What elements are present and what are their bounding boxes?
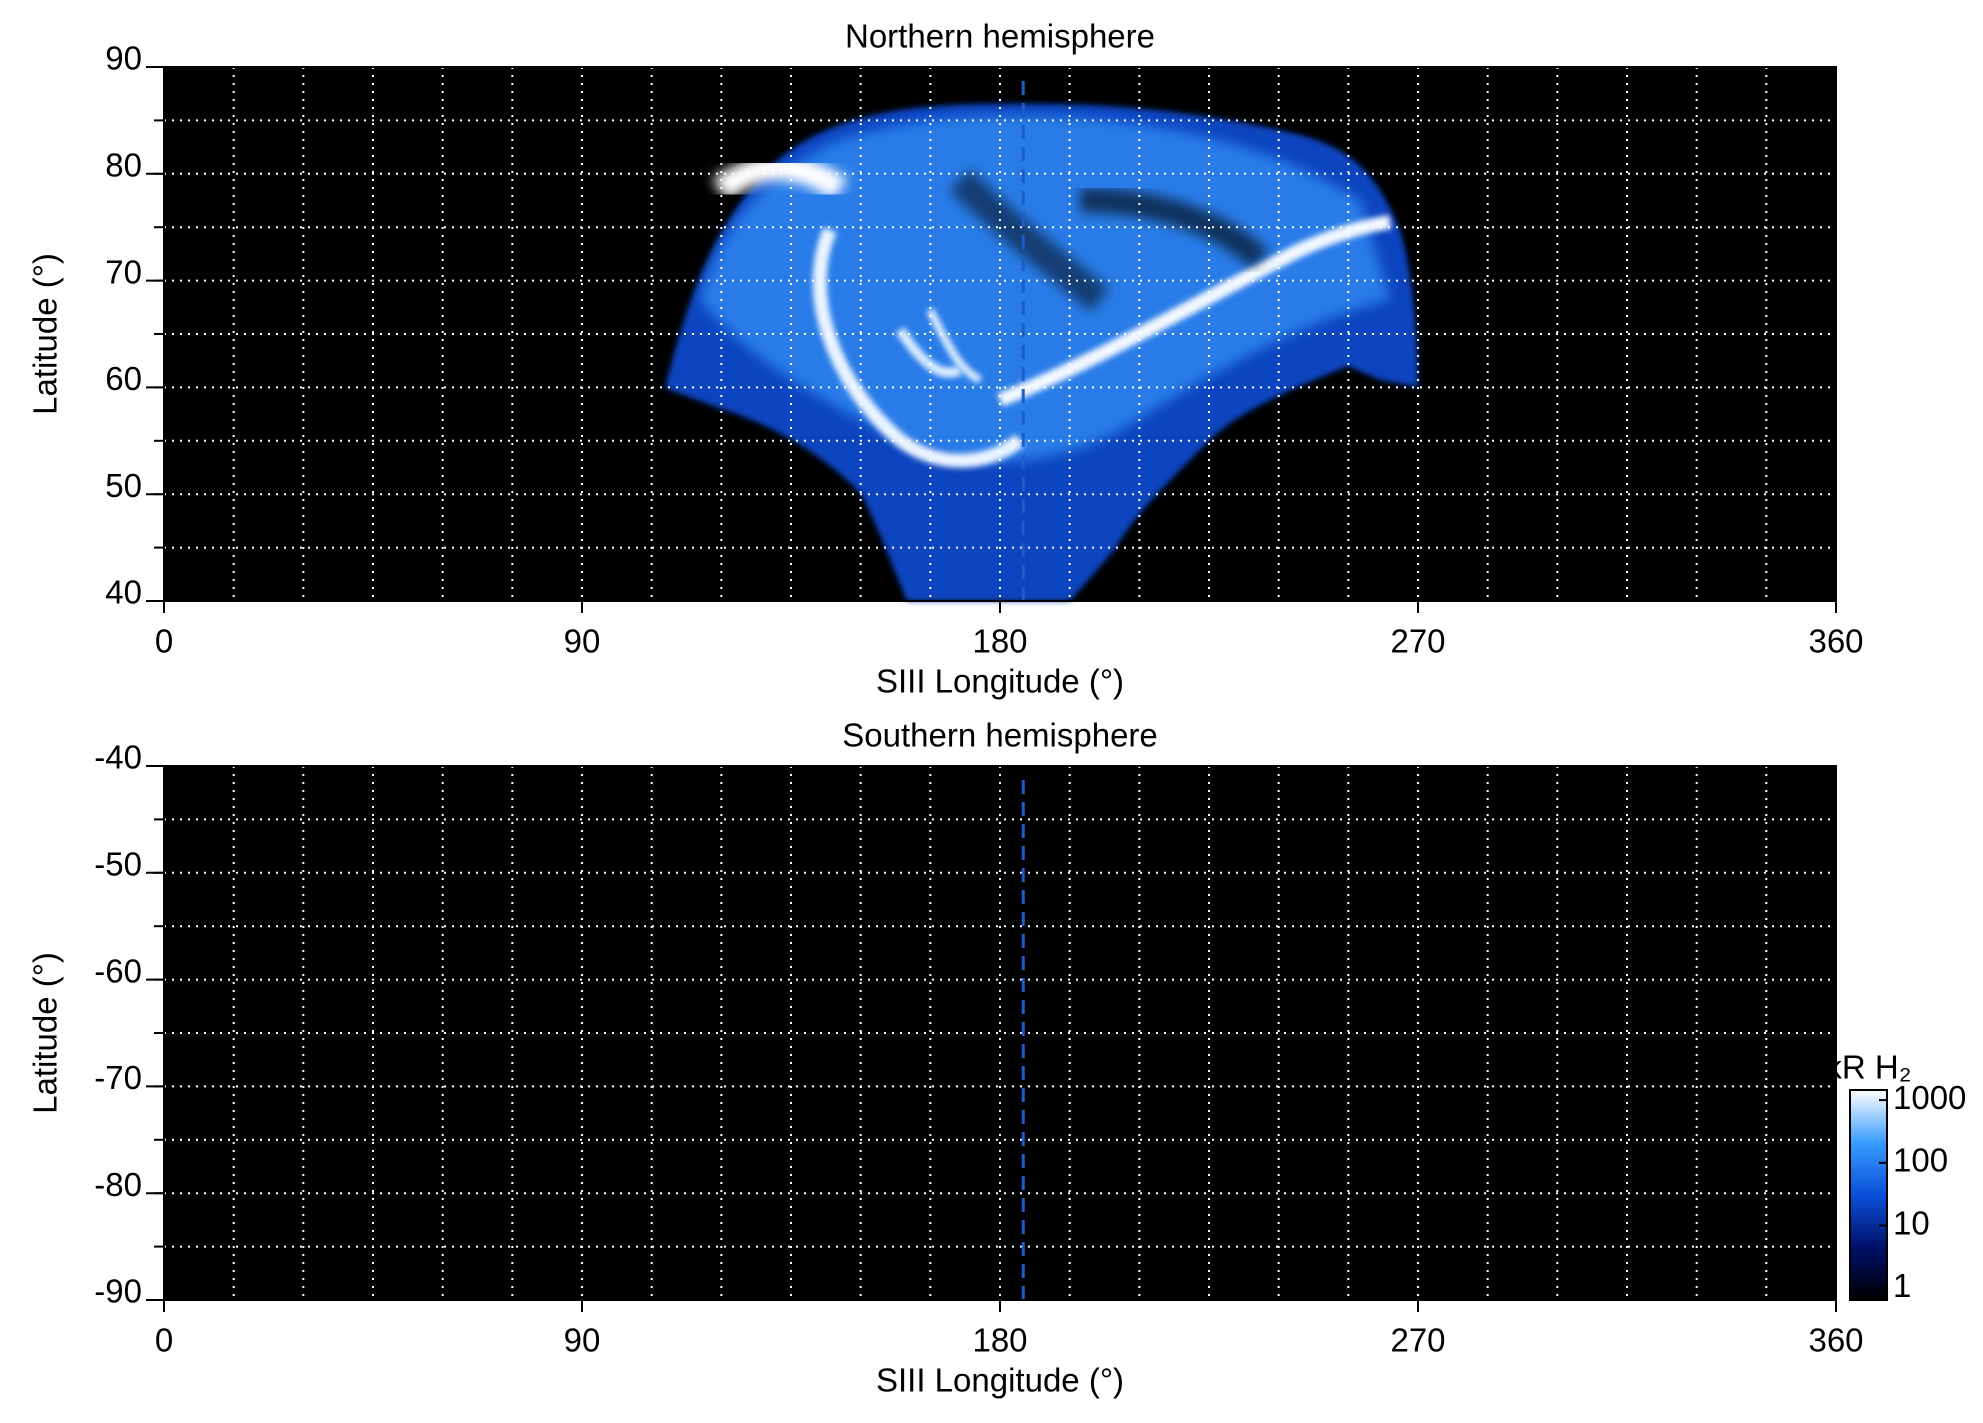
y-tick-label: 90 <box>105 40 142 77</box>
colorbar <box>1849 1089 1888 1301</box>
chart-title: Southern hemisphere <box>842 717 1158 754</box>
y-tick-label: -40 <box>94 739 142 776</box>
chart-title: Northern hemisphere <box>845 18 1155 55</box>
x-tick-label: 180 <box>972 623 1027 660</box>
x-tick-label: 90 <box>564 623 601 660</box>
y-axis-label: Latitude (°) <box>27 253 64 415</box>
colorbar-tick-label: 10 <box>1893 1204 1930 1241</box>
x-tick-label: 360 <box>1808 1322 1863 1359</box>
x-axis-label: SIII Longitude (°) <box>876 1362 1124 1399</box>
x-tick-label: 270 <box>1390 1322 1445 1359</box>
x-tick-label: 180 <box>972 1322 1027 1359</box>
x-tick-label: 270 <box>1390 623 1445 660</box>
y-tick-label: -50 <box>94 846 142 883</box>
x-tick-label: 360 <box>1808 623 1863 660</box>
y-axis-label: Latitude (°) <box>27 952 64 1114</box>
y-tick-label: 80 <box>105 147 142 184</box>
colorbar-tick-label: 100 <box>1893 1142 1948 1179</box>
colorbar-tick-label: 1 <box>1893 1267 1911 1304</box>
y-tick-label: -90 <box>94 1273 142 1310</box>
colorbar-tick-label: 1000 <box>1893 1079 1966 1116</box>
x-tick-label: 90 <box>564 1322 601 1359</box>
x-tick-label: 0 <box>155 1322 173 1359</box>
y-tick-label: -70 <box>94 1059 142 1096</box>
colorbar-label: kR H₂ <box>1825 1049 1911 1086</box>
y-tick-label: -60 <box>94 952 142 989</box>
y-tick-label: 70 <box>105 253 142 290</box>
x-tick-label: 0 <box>155 623 173 660</box>
y-tick-label: 60 <box>105 360 142 397</box>
y-tick-label: 40 <box>105 574 142 611</box>
x-axis-label: SIII Longitude (°) <box>876 663 1124 700</box>
y-tick-label: 50 <box>105 467 142 504</box>
y-tick-label: -80 <box>94 1166 142 1203</box>
